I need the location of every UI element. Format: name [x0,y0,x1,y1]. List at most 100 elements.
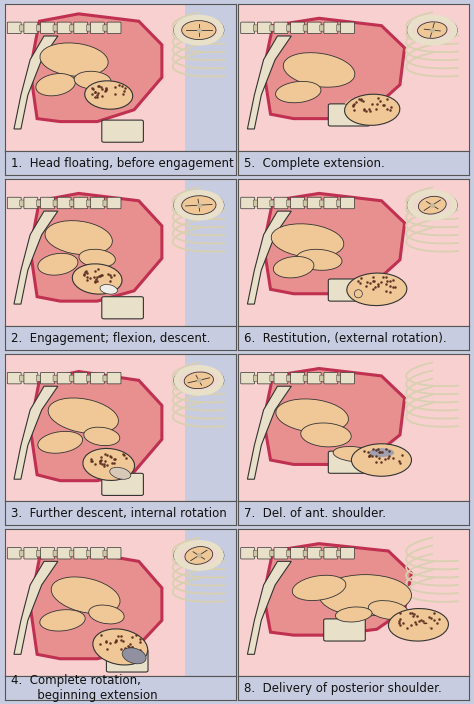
Ellipse shape [407,16,457,44]
FancyBboxPatch shape [74,197,88,209]
Text: 3.  Further descent, internal rotation: 3. Further descent, internal rotation [10,507,226,520]
FancyBboxPatch shape [291,372,304,384]
Ellipse shape [301,423,351,447]
FancyBboxPatch shape [270,25,275,31]
FancyBboxPatch shape [291,548,304,559]
FancyBboxPatch shape [274,22,288,34]
FancyBboxPatch shape [337,200,341,206]
FancyBboxPatch shape [57,197,71,209]
FancyBboxPatch shape [86,375,91,382]
FancyBboxPatch shape [241,197,255,209]
FancyBboxPatch shape [340,22,355,34]
FancyBboxPatch shape [53,551,58,556]
FancyBboxPatch shape [320,375,325,382]
Ellipse shape [182,196,216,215]
FancyBboxPatch shape [307,22,321,34]
Text: 2.  Engagement; flexion, descent.: 2. Engagement; flexion, descent. [10,332,210,345]
Polygon shape [5,4,185,151]
FancyBboxPatch shape [107,548,121,559]
Ellipse shape [184,372,213,389]
FancyBboxPatch shape [324,197,338,209]
FancyBboxPatch shape [340,548,355,559]
Polygon shape [30,551,162,659]
Ellipse shape [292,575,346,601]
FancyBboxPatch shape [253,200,258,206]
Ellipse shape [351,444,411,476]
Ellipse shape [174,541,224,570]
FancyBboxPatch shape [57,22,71,34]
FancyBboxPatch shape [241,548,255,559]
FancyBboxPatch shape [257,197,271,209]
Polygon shape [264,18,404,119]
Polygon shape [30,14,162,122]
Ellipse shape [73,264,122,294]
FancyBboxPatch shape [257,548,271,559]
Polygon shape [14,386,58,479]
FancyBboxPatch shape [20,25,25,31]
FancyBboxPatch shape [36,551,42,556]
Ellipse shape [275,82,321,103]
FancyBboxPatch shape [7,22,21,34]
FancyBboxPatch shape [241,372,255,384]
Polygon shape [238,4,469,151]
FancyBboxPatch shape [74,548,88,559]
FancyBboxPatch shape [41,197,55,209]
Text: 5.  Complete extension.: 5. Complete extension. [244,156,385,170]
FancyBboxPatch shape [320,200,325,206]
Ellipse shape [182,20,216,39]
FancyBboxPatch shape [36,375,42,382]
Polygon shape [247,211,292,304]
FancyBboxPatch shape [324,372,338,384]
FancyBboxPatch shape [320,551,325,556]
FancyBboxPatch shape [270,200,275,206]
Ellipse shape [122,648,146,664]
FancyBboxPatch shape [91,372,104,384]
Polygon shape [30,194,162,301]
Polygon shape [5,529,185,677]
FancyBboxPatch shape [91,548,104,559]
Polygon shape [5,353,185,501]
FancyBboxPatch shape [24,197,38,209]
Ellipse shape [174,191,224,219]
FancyBboxPatch shape [337,25,341,31]
FancyBboxPatch shape [102,120,143,142]
FancyBboxPatch shape [307,372,321,384]
Ellipse shape [40,610,85,631]
FancyBboxPatch shape [320,25,325,31]
FancyBboxPatch shape [307,548,321,559]
FancyBboxPatch shape [24,22,38,34]
Ellipse shape [271,224,344,258]
FancyBboxPatch shape [7,548,21,559]
FancyBboxPatch shape [337,375,341,382]
Ellipse shape [369,448,394,457]
Ellipse shape [418,22,447,39]
Polygon shape [247,386,292,479]
FancyBboxPatch shape [107,372,121,384]
FancyBboxPatch shape [102,473,143,496]
Ellipse shape [345,94,400,125]
Ellipse shape [428,627,431,629]
FancyBboxPatch shape [324,22,338,34]
FancyBboxPatch shape [307,197,321,209]
FancyBboxPatch shape [286,200,292,206]
Ellipse shape [336,607,372,622]
FancyBboxPatch shape [340,372,355,384]
Ellipse shape [423,622,428,624]
Text: 4.  Complete rotation,
       beginning extension: 4. Complete rotation, beginning extensio… [10,674,157,703]
Ellipse shape [174,16,224,44]
Ellipse shape [79,249,115,268]
FancyBboxPatch shape [253,375,258,382]
FancyBboxPatch shape [70,200,75,206]
FancyBboxPatch shape [20,200,25,206]
FancyBboxPatch shape [53,25,58,31]
FancyBboxPatch shape [337,551,341,556]
Ellipse shape [93,629,148,665]
Ellipse shape [89,605,124,624]
FancyBboxPatch shape [91,22,104,34]
FancyBboxPatch shape [53,375,58,382]
FancyBboxPatch shape [286,375,292,382]
Polygon shape [247,561,292,654]
Ellipse shape [368,601,409,620]
FancyBboxPatch shape [103,375,108,382]
Ellipse shape [185,546,213,565]
